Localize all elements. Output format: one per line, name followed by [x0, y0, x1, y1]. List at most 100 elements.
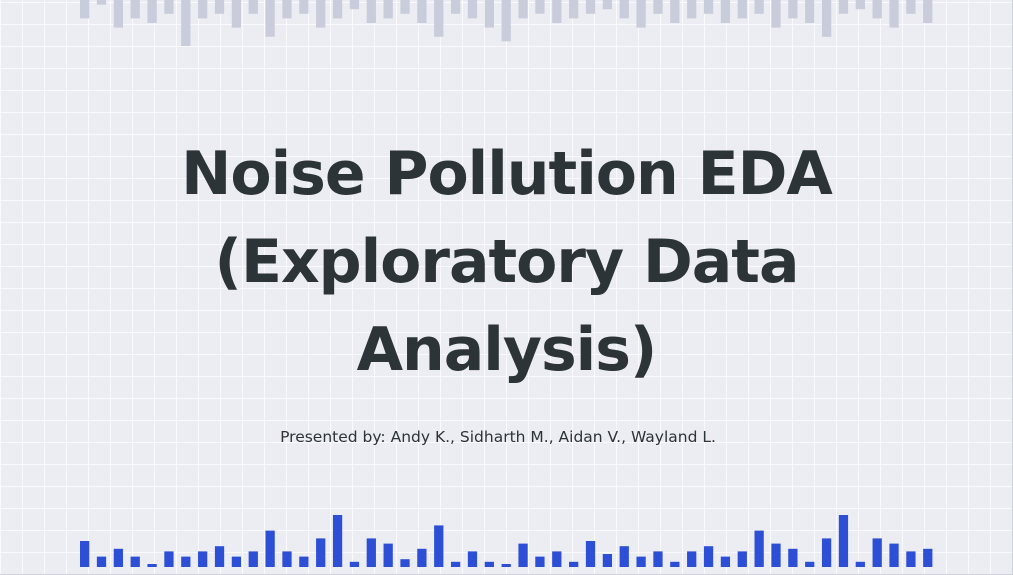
top-bar-26 [518, 0, 528, 19]
top-bar-11 [265, 0, 275, 37]
top-bar-39 [737, 0, 747, 19]
slide-title-line-1: Noise Pollution EDA [181, 139, 833, 209]
bottom-bar-22 [450, 561, 461, 567]
bottom-bar-10 [248, 551, 258, 567]
top-bar-19 [400, 0, 410, 14]
top-bar-41 [771, 0, 781, 28]
top-bar-5 [164, 0, 174, 14]
top-bar-1 [96, 0, 107, 5]
top-bar-47 [872, 0, 882, 19]
top-bar-7 [198, 0, 208, 19]
bottom-bar-49 [906, 551, 916, 567]
top-bar-6 [181, 0, 191, 46]
top-bar-4 [147, 0, 157, 23]
top-bar-17 [366, 0, 376, 23]
bottom-bar-8 [214, 546, 225, 567]
bottom-bar-42 [788, 548, 798, 567]
bottom-bar-7 [198, 551, 208, 567]
top-bar-50 [923, 0, 933, 23]
top-bar-0 [80, 0, 90, 19]
bottom-bar-16 [349, 561, 360, 567]
bottom-bar-33 [636, 556, 646, 567]
top-bar-8 [214, 0, 225, 14]
top-bar-44 [821, 0, 832, 37]
top-bar-14 [316, 0, 326, 28]
bottom-bar-15 [332, 515, 343, 567]
top-bar-45 [838, 0, 849, 14]
decorative-bars-top [80, 0, 933, 46]
top-bar-15 [332, 0, 343, 19]
top-bar-16 [349, 0, 360, 10]
top-bar-35 [670, 0, 680, 23]
bottom-bar-23 [467, 551, 478, 567]
top-bar-48 [889, 0, 899, 28]
bottom-bar-27 [535, 556, 545, 567]
bottom-bar-26 [518, 543, 528, 567]
bottom-bar-28 [552, 551, 562, 567]
slide-title-line-3: Analysis) [356, 315, 658, 385]
bottom-bar-4 [147, 564, 157, 567]
bottom-bar-14 [316, 538, 326, 567]
bottom-bar-46 [855, 561, 865, 567]
bottom-bar-13 [299, 556, 309, 567]
bottom-bar-32 [619, 546, 629, 567]
bottom-bar-40 [754, 530, 764, 567]
top-bar-20 [417, 0, 427, 23]
top-bar-22 [450, 0, 461, 14]
bottom-bar-30 [585, 541, 596, 567]
bottom-bar-20 [417, 548, 427, 567]
top-bar-43 [805, 0, 815, 23]
top-bar-10 [248, 0, 258, 14]
slide-title: Noise Pollution EDA (Exploratory Data An… [0, 130, 1013, 394]
top-bar-36 [687, 0, 697, 19]
bottom-bar-47 [872, 538, 882, 567]
top-bar-46 [855, 0, 865, 10]
bottom-bar-44 [821, 538, 832, 567]
top-bar-12 [282, 0, 292, 19]
top-bar-29 [569, 0, 579, 19]
top-bar-34 [653, 0, 663, 14]
bottom-bar-25 [501, 564, 511, 567]
bottom-bar-38 [720, 556, 731, 567]
bottom-bar-29 [569, 561, 579, 567]
bottom-bar-3 [130, 556, 140, 567]
top-bar-24 [484, 0, 494, 28]
bottom-bar-2 [113, 548, 123, 567]
bottom-bar-18 [383, 543, 393, 567]
top-bar-49 [906, 0, 916, 14]
bottom-bar-12 [282, 551, 292, 567]
top-bar-32 [619, 0, 629, 19]
bottom-bar-48 [889, 543, 899, 567]
bottom-bar-45 [838, 515, 849, 567]
bottom-bar-1 [96, 556, 107, 567]
bottom-bar-43 [805, 561, 815, 567]
top-bar-25 [501, 0, 511, 42]
bottom-bar-39 [737, 551, 747, 567]
bottom-bar-21 [434, 525, 444, 567]
top-bar-42 [788, 0, 798, 19]
top-bar-40 [754, 0, 764, 14]
bottom-bar-37 [703, 546, 714, 567]
bottom-bar-6 [181, 556, 191, 567]
top-bar-37 [703, 0, 714, 14]
top-bar-23 [467, 0, 478, 19]
top-bar-2 [113, 0, 123, 28]
top-bar-9 [231, 0, 242, 28]
bottom-bar-35 [670, 561, 680, 567]
bottom-bar-36 [687, 551, 697, 567]
bottom-bar-9 [231, 556, 242, 567]
bottom-bar-19 [400, 559, 410, 567]
bottom-bar-0 [80, 541, 90, 567]
top-bar-33 [636, 0, 646, 28]
bottom-bar-34 [653, 551, 663, 567]
top-bar-3 [130, 0, 140, 19]
bottom-bar-50 [923, 548, 933, 567]
top-bar-18 [383, 0, 393, 19]
top-bar-21 [434, 0, 444, 37]
decorative-bars-bottom [80, 515, 933, 567]
top-bar-27 [535, 0, 545, 14]
bottom-bar-17 [366, 538, 376, 567]
top-bar-30 [585, 0, 596, 14]
top-bar-28 [552, 0, 562, 23]
